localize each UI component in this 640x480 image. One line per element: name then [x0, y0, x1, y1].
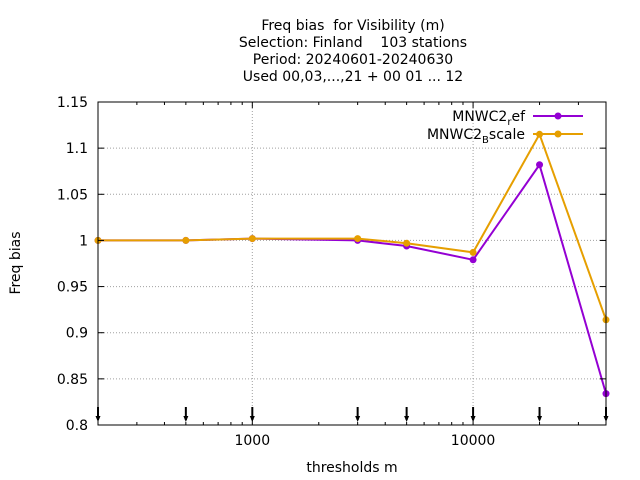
series-group	[94, 130, 610, 398]
series-line	[98, 131, 607, 321]
data-point	[469, 256, 477, 264]
y-tick-label: 0.95	[57, 280, 88, 296]
data-point	[469, 248, 477, 256]
x-axis-label: thresholds m	[306, 460, 397, 476]
title-line: Used 00,03,...,21 + 00 01 ... 12	[243, 69, 463, 85]
y-tick-label: 1.1	[66, 141, 88, 157]
legend-label-rest: scale	[489, 127, 525, 143]
y-tick-label: 0.9	[66, 326, 88, 342]
data-point	[354, 235, 362, 243]
title-line: Freq bias for Visibility (m)	[261, 18, 444, 34]
data-point	[248, 235, 256, 243]
y-axis-ticks: 0.8 0.85 0.9 0.95 1 1.05 1.1 1.15	[57, 95, 606, 434]
plot-frame	[97, 101, 607, 426]
series-line	[98, 162, 607, 394]
data-point	[403, 239, 411, 247]
chart-title: Freq bias for Visibility (m)Selection: F…	[239, 18, 467, 85]
legend-label: MNWC2ref	[452, 109, 526, 128]
x-axis-ticks: 1000 10000	[136, 102, 579, 449]
threshold-marker-arrow	[183, 416, 189, 422]
title-line: Selection: Finland 103 stations	[239, 35, 467, 51]
y-tick-label: 1	[79, 233, 88, 249]
y-tick-label: 0.85	[57, 372, 88, 388]
threshold-marker-arrow	[404, 416, 410, 422]
legend-label-subscript: B	[482, 135, 489, 146]
y-tick-label: 1.05	[57, 187, 88, 203]
threshold-marker-arrow	[355, 416, 361, 422]
y-tick-label: 0.8	[66, 418, 88, 434]
legend-swatch-point	[554, 130, 562, 138]
threshold-markers	[95, 407, 609, 422]
legend-label-rest: ef	[511, 109, 526, 125]
legend-swatch-point	[554, 112, 562, 120]
legend-label-subscript: r	[507, 117, 512, 128]
threshold-marker-arrow	[537, 416, 543, 422]
y-axis-label: Freq bias	[8, 231, 24, 294]
legend-label-main: MNWC2	[452, 109, 507, 125]
legend-label: MNWC2Bscale	[427, 127, 525, 146]
data-point	[182, 236, 190, 244]
data-point	[536, 161, 544, 169]
y-tick-label: 1.15	[57, 95, 88, 111]
x-tick-label: 1000	[234, 433, 270, 449]
legend-label-main: MNWC2	[427, 127, 482, 143]
title-line: Period: 20240601-20240630	[253, 52, 453, 68]
x-tick-label: 10000	[451, 433, 496, 449]
